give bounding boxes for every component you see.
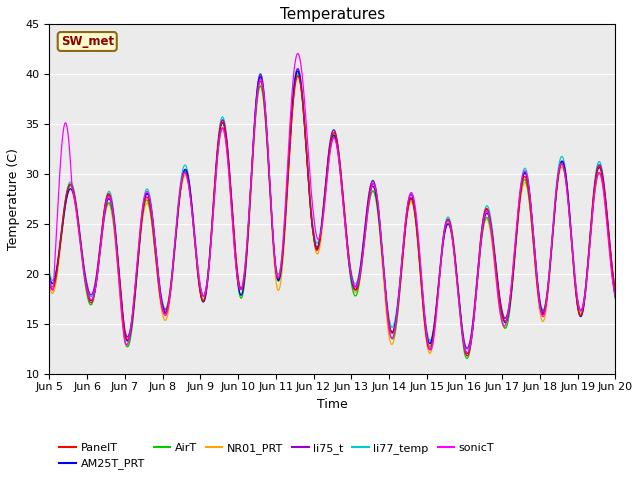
AM25T_PRT	[147, 205, 155, 211]
PanelT	[45, 279, 53, 285]
NR01_PRT	[492, 274, 500, 279]
NR01_PRT	[428, 345, 436, 350]
sonicT	[147, 203, 155, 209]
sonicT	[460, 339, 467, 345]
sonicT	[612, 293, 620, 299]
Legend: PanelT, AM25T_PRT, AirT, NR01_PRT, li75_t, li77_temp, sonicT: PanelT, AM25T_PRT, AirT, NR01_PRT, li75_…	[55, 438, 499, 474]
AirT	[612, 297, 620, 302]
Title: Temperatures: Temperatures	[280, 7, 385, 22]
PanelT	[611, 286, 619, 291]
li77_temp	[492, 257, 500, 263]
sonicT	[428, 344, 436, 350]
li77_temp	[428, 333, 436, 339]
AM25T_PRT	[611, 292, 619, 298]
AM25T_PRT	[45, 273, 53, 279]
AirT	[463, 356, 471, 361]
li75_t	[492, 261, 500, 267]
PanelT	[492, 263, 500, 268]
NR01_PRT	[426, 350, 434, 356]
Line: AM25T_PRT: AM25T_PRT	[49, 71, 616, 353]
NR01_PRT	[612, 296, 620, 301]
AirT	[428, 338, 436, 344]
li77_temp	[294, 66, 301, 72]
li77_temp	[612, 289, 620, 295]
li75_t	[45, 273, 53, 279]
li77_temp	[460, 333, 467, 339]
NR01_PRT	[460, 340, 467, 346]
AirT	[460, 344, 467, 349]
AM25T_PRT	[612, 295, 620, 300]
Line: NR01_PRT: NR01_PRT	[49, 75, 616, 353]
PanelT	[147, 211, 155, 216]
PanelT	[612, 288, 620, 294]
sonicT	[294, 50, 301, 56]
AM25T_PRT	[428, 336, 436, 342]
sonicT	[463, 350, 471, 356]
AM25T_PRT	[294, 68, 301, 74]
li77_temp	[611, 286, 619, 292]
AirT	[611, 294, 619, 300]
Line: li77_temp: li77_temp	[49, 69, 616, 349]
PanelT	[428, 340, 436, 346]
Line: PanelT: PanelT	[49, 76, 616, 356]
NR01_PRT	[294, 72, 301, 78]
PanelT	[312, 245, 319, 251]
AirT	[45, 277, 53, 283]
AirT	[312, 244, 319, 250]
sonicT	[611, 291, 619, 297]
Y-axis label: Temperature (C): Temperature (C)	[7, 148, 20, 251]
li77_temp	[463, 347, 471, 352]
li75_t	[312, 241, 319, 247]
PanelT	[463, 353, 471, 359]
li75_t	[428, 335, 436, 341]
AM25T_PRT	[312, 243, 319, 249]
sonicT	[45, 274, 53, 280]
NR01_PRT	[611, 293, 619, 299]
Line: sonicT: sonicT	[49, 53, 616, 353]
li75_t	[611, 286, 619, 291]
Line: AirT: AirT	[49, 73, 616, 359]
NR01_PRT	[45, 282, 53, 288]
AM25T_PRT	[463, 350, 471, 356]
sonicT	[492, 270, 500, 276]
li75_t	[612, 288, 620, 294]
li75_t	[460, 334, 467, 340]
NR01_PRT	[312, 247, 319, 253]
X-axis label: Time: Time	[317, 397, 348, 410]
AM25T_PRT	[492, 263, 500, 268]
li75_t	[294, 66, 301, 72]
Text: SW_met: SW_met	[61, 35, 114, 48]
AM25T_PRT	[460, 338, 467, 344]
sonicT	[312, 228, 319, 233]
AirT	[294, 70, 301, 76]
AirT	[492, 267, 500, 273]
li75_t	[463, 345, 471, 351]
PanelT	[460, 339, 467, 345]
li77_temp	[147, 201, 155, 206]
li75_t	[147, 205, 155, 211]
li77_temp	[312, 238, 319, 243]
li77_temp	[45, 269, 53, 275]
Line: li75_t: li75_t	[49, 69, 616, 348]
NR01_PRT	[147, 215, 155, 220]
PanelT	[294, 73, 301, 79]
AirT	[147, 214, 155, 219]
